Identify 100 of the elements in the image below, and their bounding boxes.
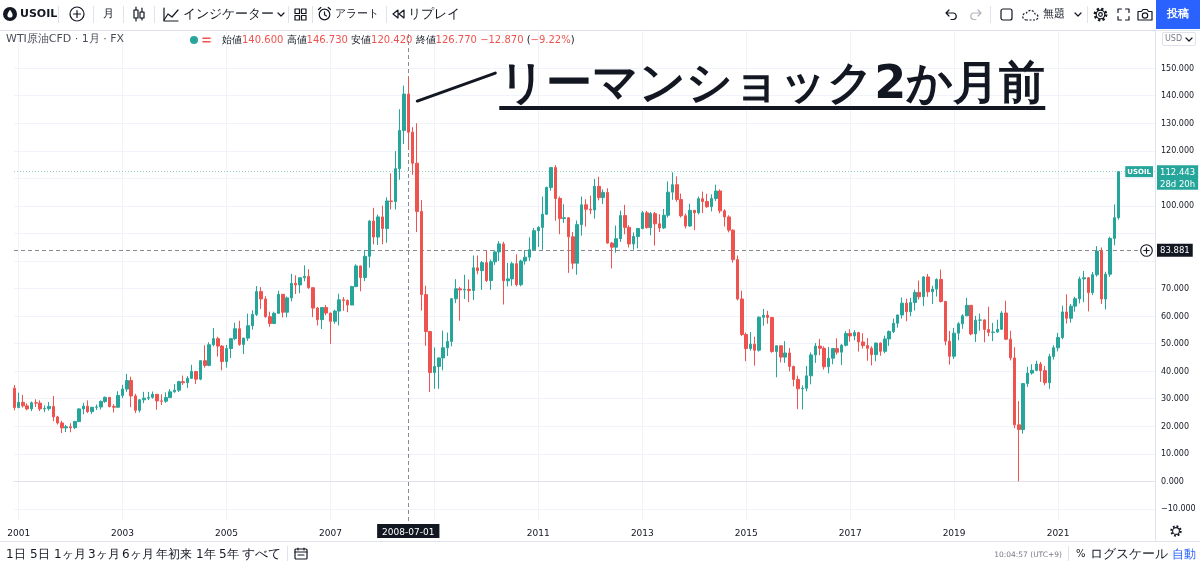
y-tick-label: 40.000 [1161,366,1189,376]
candlestick [64,424,68,433]
ref-line-label: 112.443 [1160,166,1196,177]
x-tick-label: 2019 [942,527,966,538]
text: % [1076,548,1086,560]
candlestick [562,203,566,224]
candlestick [346,299,349,313]
text: リプレイ [408,6,460,22]
text: 1日 [6,546,26,562]
y-tick-label: 10.000 [1161,449,1189,459]
candlestick [593,178,596,220]
candlestick [372,207,375,245]
y-tick-label: 30.000 [1161,394,1189,404]
candlestick [168,388,172,399]
candlestick [753,336,756,367]
candlestick [238,320,241,347]
candlestick [879,342,882,357]
text: 6ヶ月 [122,546,154,562]
y-tick-label: 20.000 [1161,421,1189,431]
y-tick-label: 150.000 [1161,63,1195,73]
candlestick [835,337,839,356]
text: 5日 [30,546,50,562]
candlestick [164,391,168,404]
candlestick [510,261,514,287]
candlestick [597,176,601,201]
y-tick-label: 70.000 [1161,284,1189,294]
candlestick [480,260,484,291]
ref-line-label: 2008-07-01 [382,526,435,537]
candlestick [467,278,471,303]
candlestick [1043,365,1047,386]
candlestick [181,375,185,386]
candlestick [294,274,297,295]
candlestick [199,359,202,381]
candlestick [1000,310,1003,331]
candlestick [783,340,787,364]
candlestick [17,392,20,409]
candlestick [376,214,380,246]
text: USD [1165,34,1183,44]
y-tick-label: 140.000 [1161,91,1195,101]
candlestick [337,293,341,326]
y-tick-label: 0.000 [1161,476,1184,486]
candlestick [913,289,917,312]
x-tick-label: 2015 [734,527,758,538]
candlestick [30,400,33,412]
y-tick-label: 120.000 [1161,146,1195,156]
candlestick [653,211,657,247]
text: 年初来 [156,546,192,562]
text: 1ヶ月 [54,546,86,562]
candlestick [584,198,588,228]
text: すべて [242,546,281,562]
candlestick [693,209,696,231]
candlestick [515,253,518,287]
candlestick [52,395,55,422]
candlestick [34,398,38,408]
candlestick [155,393,159,411]
candlestick [749,331,752,352]
candlestick [506,262,510,287]
candlestick [342,296,345,312]
candlestick [649,211,652,236]
candlestick [497,240,501,262]
candlestick [476,254,479,275]
text: ログスケール [1090,546,1168,562]
candlestick [697,196,700,215]
x-tick-label: 2013 [630,527,654,538]
y-tick-label: 50.000 [1161,339,1189,349]
candlestick [705,193,709,209]
candlestick [775,345,778,378]
candlestick [926,273,930,298]
y-tick-label: 130.000 [1161,118,1195,128]
y-tick-label: −10.000 [1161,504,1196,514]
candlestick [688,203,692,228]
ref-line-label: 83.881 [1160,245,1190,256]
candlestick [203,344,207,369]
candlestick [917,280,921,301]
x-tick-label: 2005 [215,527,239,538]
candlestick [359,265,362,292]
annotation: リーマンショック2か月前 [499,55,1046,110]
x-tick-label: 2003 [111,527,135,538]
candlestick [151,391,154,400]
candlestick [472,254,475,301]
text: アラート [335,7,379,21]
candlestick [1065,293,1068,325]
candlestick [194,370,198,385]
x-tick-label: 2011 [526,527,550,538]
x-tick-label: 2007 [318,527,342,538]
x-tick-label: 2021 [1046,527,1070,538]
text: 自動 [1172,546,1196,562]
candlestick [601,188,605,205]
candlestick [991,322,995,342]
chart-title: WTI原油CFD · 1月 · FX [6,32,125,45]
candlestick [485,249,488,283]
candlestick [853,329,856,341]
candlestick [1082,270,1086,303]
text: 無題 [1043,7,1065,21]
text: 3ヶ月 [88,546,120,562]
y-tick-label: 100.000 [1161,201,1195,211]
candlestick [848,328,852,343]
candlestick [38,399,42,412]
candlestick [86,399,89,414]
text: 5年 [219,546,239,562]
